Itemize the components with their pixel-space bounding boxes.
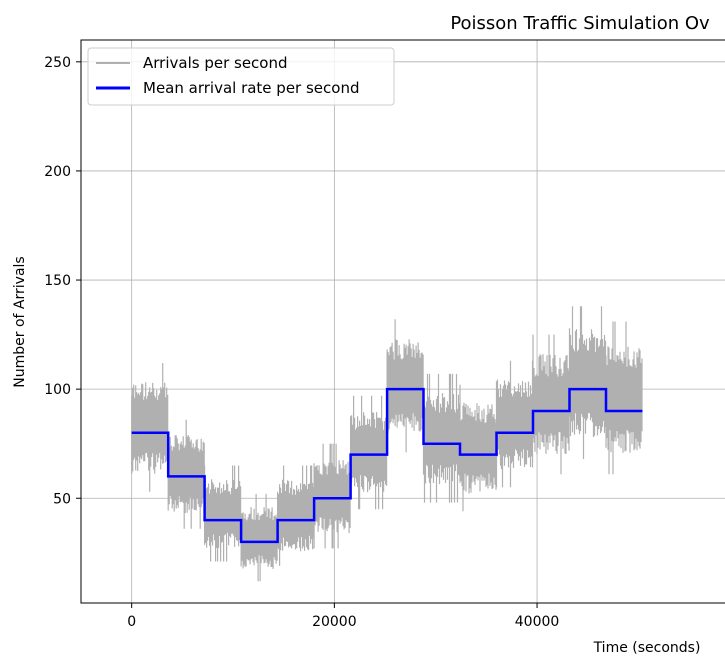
x-tick-label: 0 — [127, 614, 136, 630]
legend-box — [87, 47, 395, 106]
y-axis-label: Number of Arrivals — [12, 256, 28, 387]
x-tick-label: 20000 — [312, 614, 357, 630]
arrivals-segment — [605, 321, 643, 475]
y-tick-label: 100 — [44, 382, 71, 398]
arrivals-segment — [277, 465, 315, 566]
legend-label-arrivals: Arrivals per second — [143, 54, 288, 72]
arrivals-segment — [422, 373, 461, 503]
grid — [81, 40, 725, 603]
chart-title: Poisson Traffic Simulation Ov — [450, 13, 710, 34]
arrivals-segment — [568, 306, 607, 459]
y-tick-label: 150 — [44, 273, 71, 289]
mean-rate-line — [131, 387, 643, 544]
arrivals-segment — [459, 384, 497, 512]
y-tick-label: 200 — [44, 164, 71, 180]
arrivals-segment — [386, 319, 424, 453]
y-tick-label: 250 — [44, 55, 71, 71]
mean-arrival-rate-series — [131, 387, 643, 544]
y-axis-ticks: 50 100 150 200 250 — [44, 55, 81, 507]
arrivals-segment — [240, 493, 278, 582]
arrivals-segment — [313, 443, 351, 549]
y-tick-label: 50 — [53, 491, 71, 507]
arrivals-segment — [350, 395, 388, 510]
legend-label-mean-rate: Mean arrival rate per second — [143, 79, 360, 97]
x-axis-ticks: 0 20000 40000 — [127, 603, 559, 630]
arrivals-segment — [532, 334, 570, 475]
arrivals-segment — [131, 363, 169, 492]
arrivals-segment — [204, 465, 242, 562]
x-tick-label: 40000 — [515, 614, 560, 630]
x-axis-label: Time (seconds) — [593, 640, 701, 656]
legend: Arrivals per second Mean arrival rate pe… — [87, 47, 395, 106]
plot-frame — [80, 39, 725, 604]
arrivals-segment — [167, 419, 205, 529]
arrivals-segment — [495, 360, 534, 488]
